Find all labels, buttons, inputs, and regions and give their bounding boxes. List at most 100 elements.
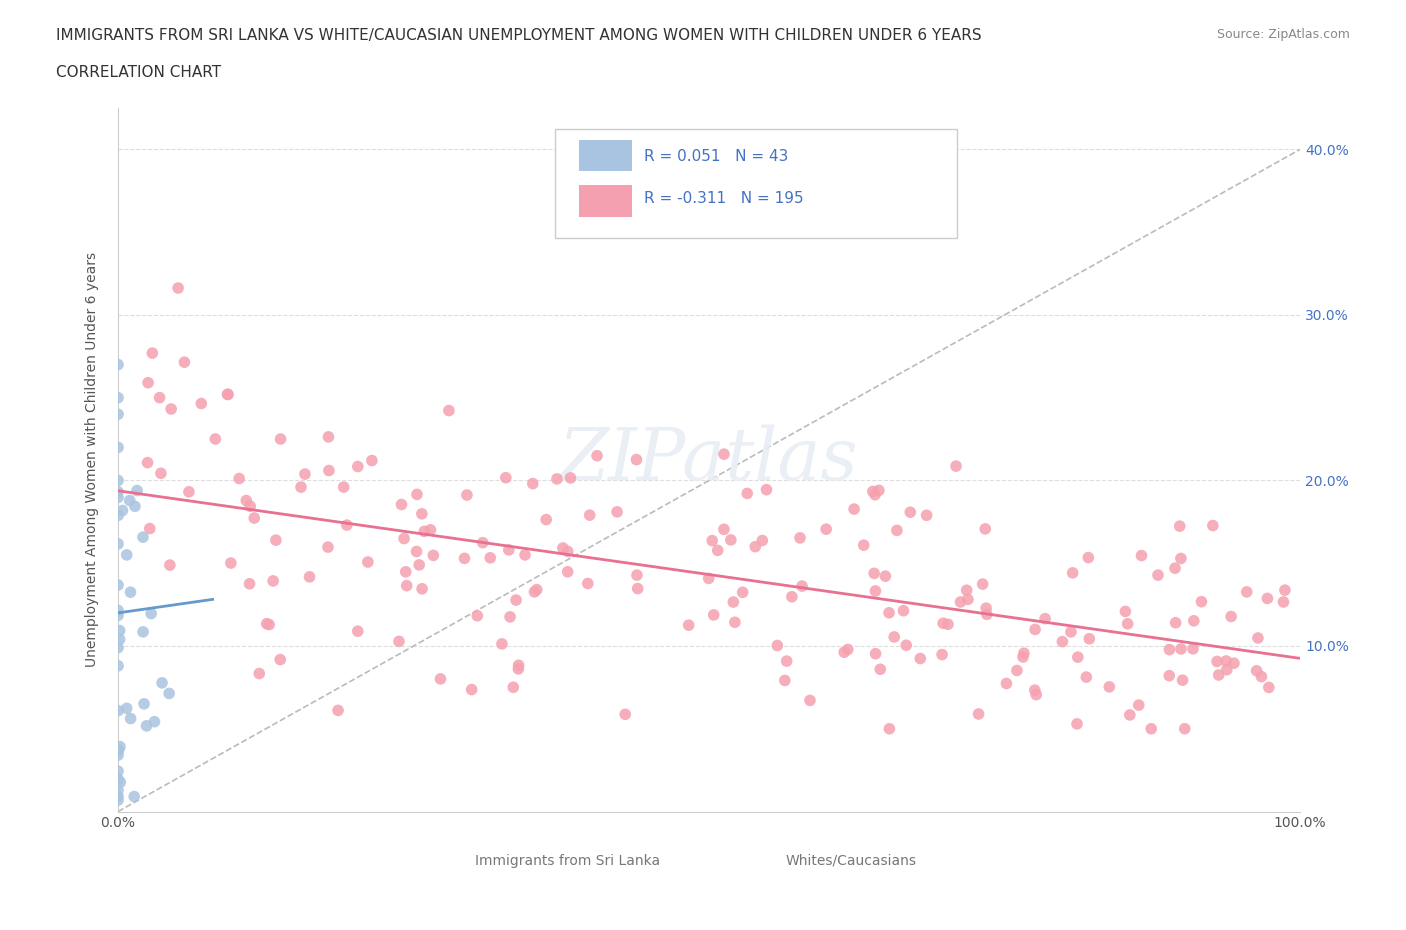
Point (107, 440, 129, 455)
Point (108, 631, 131, 646)
Point (167, 281, 190, 296)
Point (107, 748, 129, 763)
Point (751, 533, 773, 548)
Point (120, 585, 142, 600)
Point (1191, 594, 1213, 609)
Point (967, 707, 990, 722)
Point (995, 676, 1018, 691)
Y-axis label: Unemployment Among Women with Children Under 6 years: Unemployment Among Women with Children U… (86, 252, 100, 668)
Text: R = -0.311   N = 195: R = -0.311 N = 195 (644, 191, 804, 206)
Point (915, 508, 938, 523)
Point (1171, 672, 1194, 687)
Point (107, 743, 129, 758)
Point (931, 647, 953, 662)
Point (413, 524, 436, 538)
Point (160, 402, 183, 417)
Point (1078, 631, 1101, 646)
Point (508, 661, 530, 676)
Point (460, 682, 482, 697)
Point (132, 530, 155, 545)
Point (1216, 662, 1239, 677)
Point (346, 459, 368, 474)
Point (627, 581, 650, 596)
Point (118, 493, 141, 508)
Point (1206, 654, 1229, 669)
Point (842, 501, 865, 516)
Point (499, 609, 522, 624)
Point (606, 504, 628, 519)
Point (956, 591, 979, 606)
Point (1060, 624, 1083, 639)
Point (1215, 654, 1237, 669)
Point (107, 578, 129, 592)
Point (852, 538, 875, 552)
Point (422, 548, 444, 563)
Point (713, 446, 735, 461)
Point (883, 630, 905, 644)
Point (107, 782, 129, 797)
Point (576, 576, 599, 591)
Point (557, 565, 579, 579)
Point (790, 578, 813, 593)
FancyBboxPatch shape (555, 129, 957, 238)
Point (122, 790, 145, 804)
Point (1077, 551, 1099, 565)
Point (1024, 622, 1046, 637)
Point (115, 701, 138, 716)
Point (1128, 698, 1150, 712)
Point (136, 376, 159, 391)
Text: ZIPatlas: ZIPatlas (560, 424, 859, 495)
Point (1246, 663, 1268, 678)
Point (107, 703, 129, 718)
Point (453, 551, 475, 565)
Point (498, 542, 520, 557)
Point (159, 558, 181, 573)
Point (262, 574, 284, 589)
Point (318, 430, 340, 445)
Point (1274, 583, 1296, 598)
Point (976, 607, 998, 622)
Point (1182, 642, 1205, 657)
Point (869, 662, 891, 677)
Point (773, 673, 796, 688)
Point (1066, 716, 1088, 731)
Point (336, 518, 359, 533)
Point (1168, 519, 1191, 534)
Point (614, 707, 637, 722)
Point (626, 452, 648, 467)
Point (107, 485, 129, 499)
Point (720, 533, 742, 548)
Point (107, 658, 129, 673)
Point (107, 608, 129, 623)
Point (898, 505, 921, 520)
Point (789, 530, 811, 545)
Point (755, 483, 778, 498)
Point (1220, 609, 1243, 624)
Point (107, 508, 129, 523)
Text: Whites/Caucasians: Whites/Caucasians (786, 854, 917, 868)
Point (495, 471, 517, 485)
Point (408, 557, 430, 572)
Point (357, 554, 380, 569)
Point (125, 483, 148, 498)
Point (177, 485, 200, 499)
Point (110, 775, 132, 790)
Point (107, 603, 129, 618)
Point (149, 391, 172, 405)
Point (578, 508, 600, 523)
Text: R = 0.051   N = 43: R = 0.051 N = 43 (644, 149, 789, 164)
Point (264, 533, 287, 548)
Point (886, 523, 908, 538)
Point (139, 521, 162, 536)
Point (832, 644, 855, 659)
Point (626, 567, 648, 582)
Point (107, 406, 129, 421)
Point (392, 531, 415, 546)
Point (256, 617, 278, 631)
Point (735, 486, 758, 501)
FancyBboxPatch shape (579, 140, 633, 171)
Point (863, 566, 886, 581)
Point (107, 537, 129, 551)
Point (1170, 551, 1192, 565)
Point (875, 569, 897, 584)
